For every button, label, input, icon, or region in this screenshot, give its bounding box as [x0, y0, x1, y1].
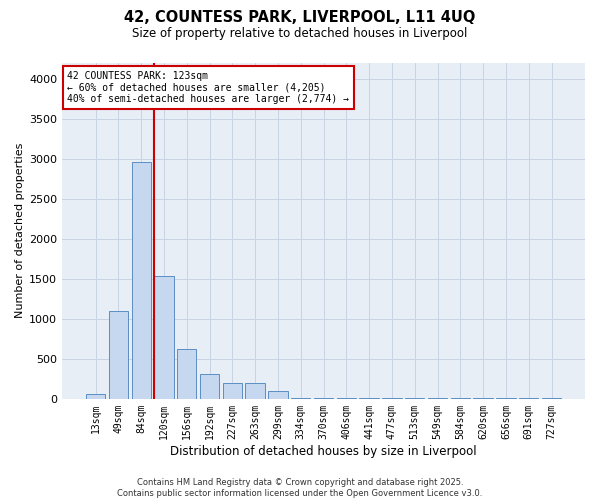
Text: Size of property relative to detached houses in Liverpool: Size of property relative to detached ho…: [133, 28, 467, 40]
Bar: [359, 398, 379, 399]
Bar: [542, 398, 561, 399]
Bar: [200, 374, 219, 399]
Bar: [382, 398, 401, 399]
X-axis label: Distribution of detached houses by size in Liverpool: Distribution of detached houses by size …: [170, 444, 477, 458]
Bar: [223, 383, 242, 399]
Bar: [473, 398, 493, 399]
Bar: [109, 310, 128, 399]
Bar: [451, 398, 470, 399]
Bar: [314, 398, 333, 399]
Bar: [245, 383, 265, 399]
Bar: [337, 398, 356, 399]
Bar: [405, 398, 424, 399]
Text: 42 COUNTESS PARK: 123sqm
← 60% of detached houses are smaller (4,205)
40% of sem: 42 COUNTESS PARK: 123sqm ← 60% of detach…: [67, 71, 349, 104]
Bar: [268, 391, 287, 399]
Bar: [519, 398, 538, 399]
Text: Contains HM Land Registry data © Crown copyright and database right 2025.
Contai: Contains HM Land Registry data © Crown c…: [118, 478, 482, 498]
Bar: [428, 398, 447, 399]
Text: 42, COUNTESS PARK, LIVERPOOL, L11 4UQ: 42, COUNTESS PARK, LIVERPOOL, L11 4UQ: [124, 10, 476, 25]
Bar: [86, 394, 105, 399]
Bar: [131, 162, 151, 399]
Bar: [496, 398, 515, 399]
Bar: [154, 276, 173, 399]
Y-axis label: Number of detached properties: Number of detached properties: [15, 143, 25, 318]
Bar: [291, 398, 310, 399]
Bar: [177, 349, 196, 399]
